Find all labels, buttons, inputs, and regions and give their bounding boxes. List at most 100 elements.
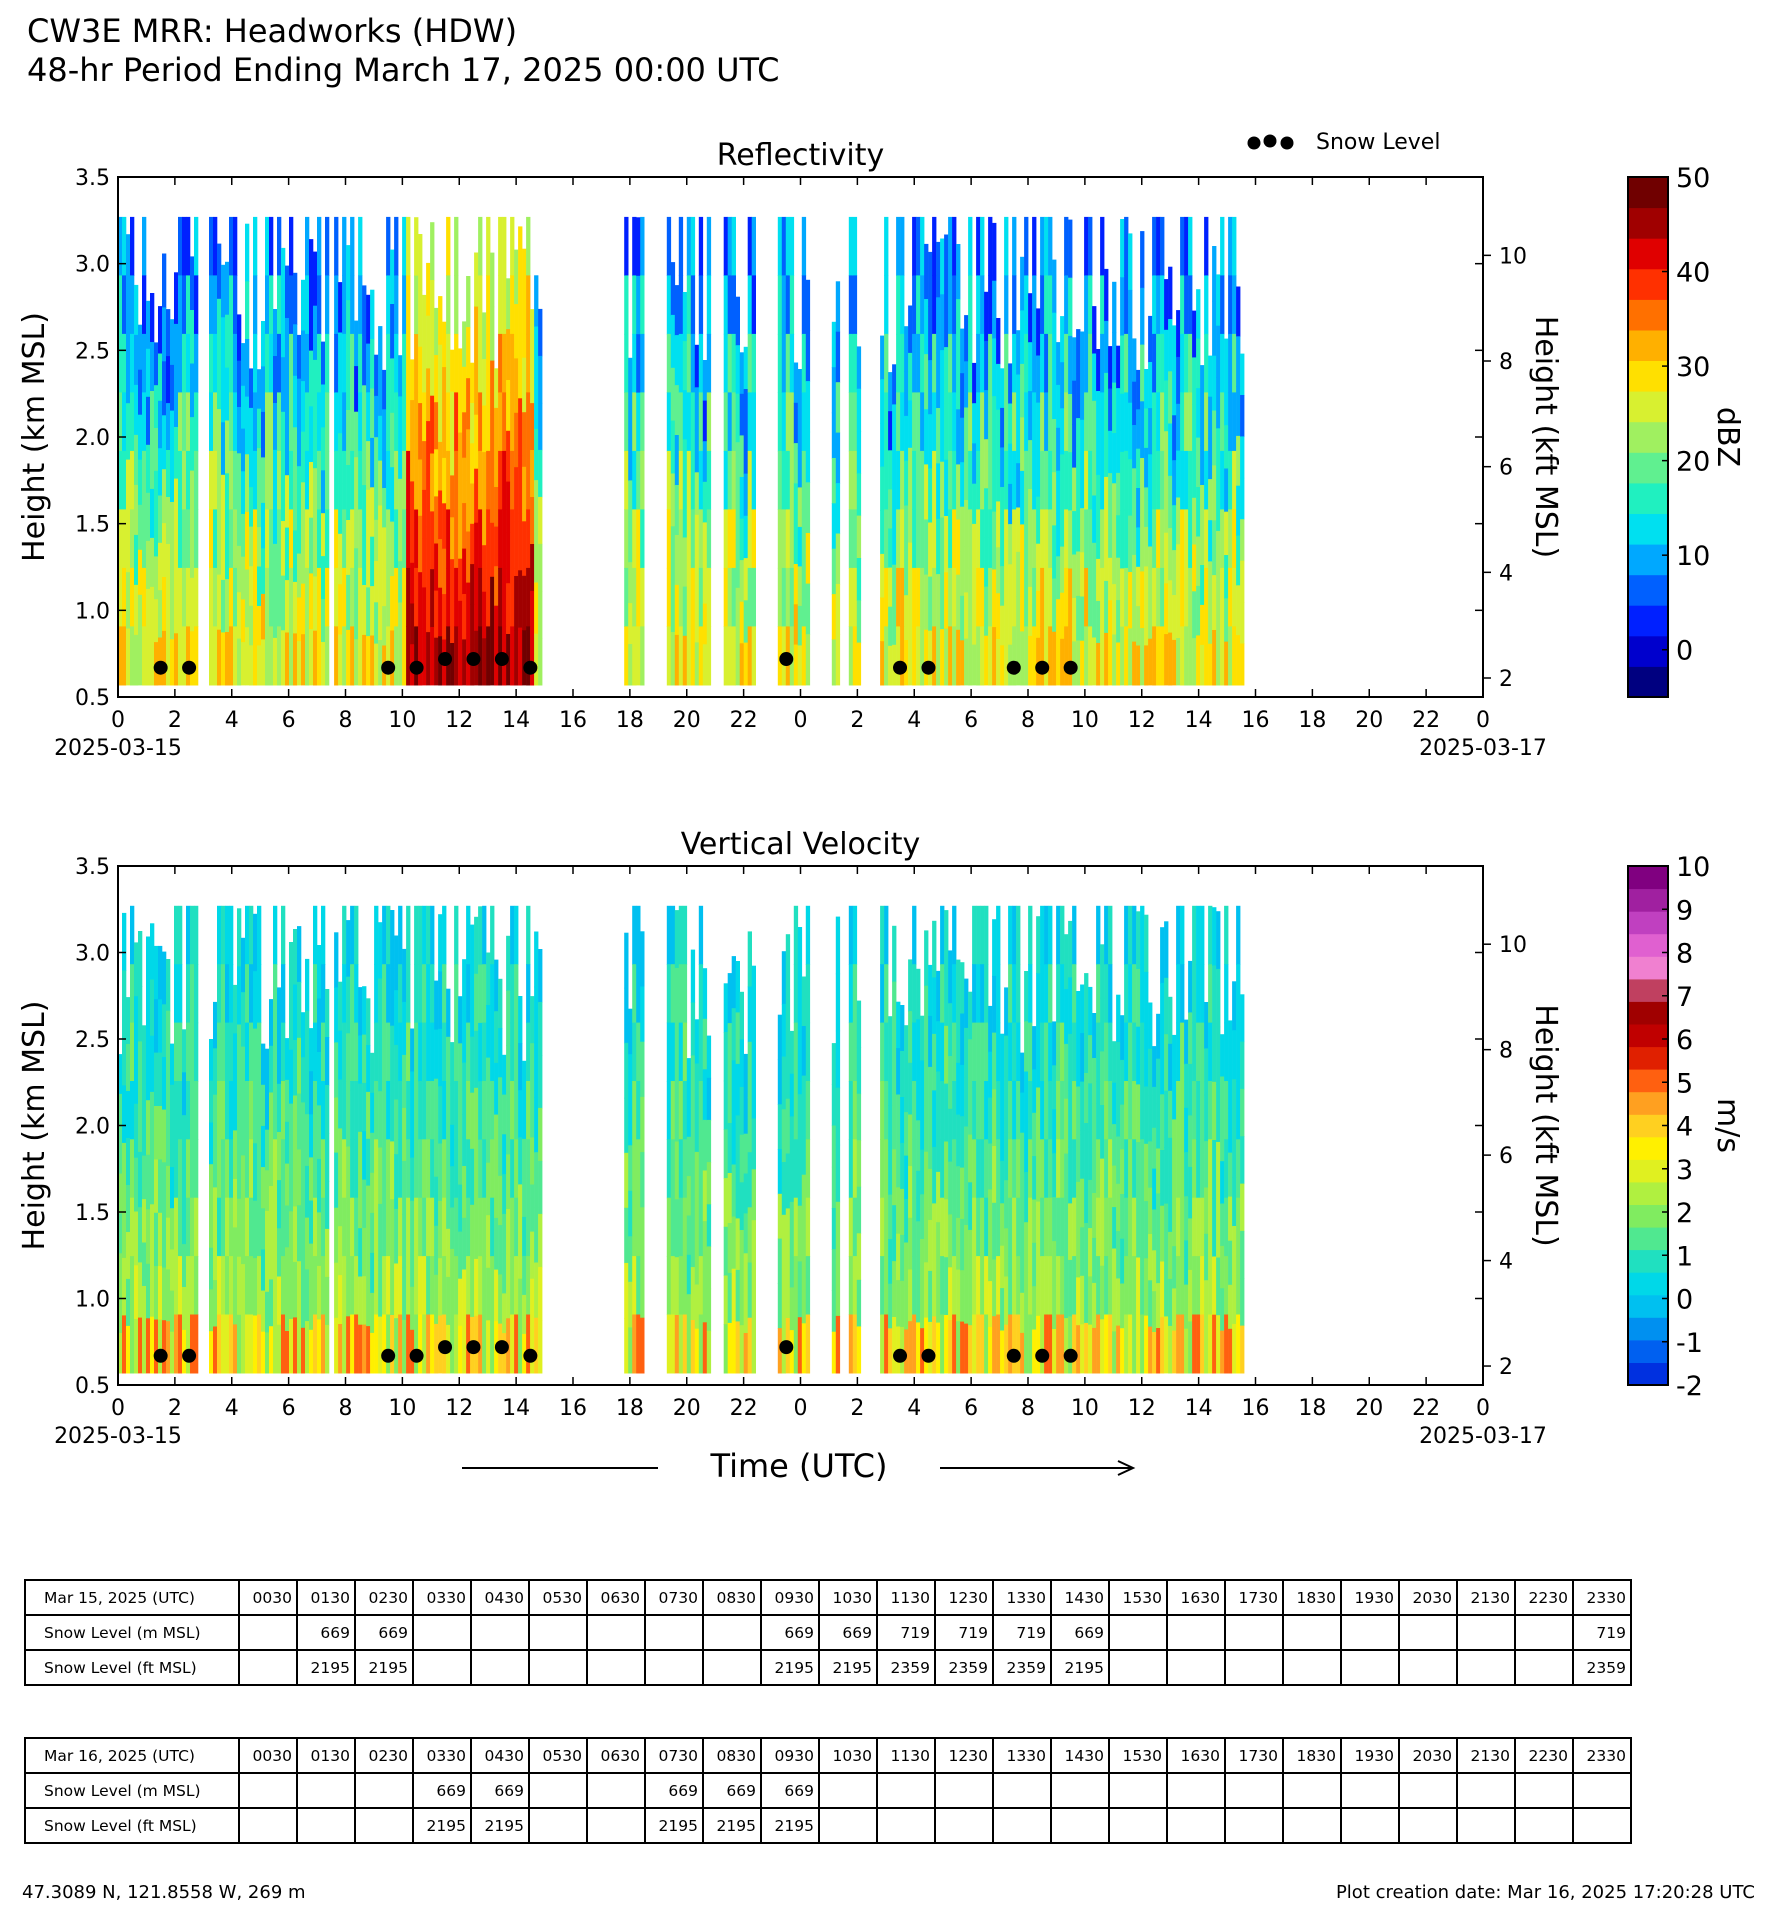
echo-cell — [309, 1114, 314, 1158]
echo-cell — [1204, 275, 1209, 335]
echo-cell — [374, 1314, 379, 1374]
echo-cell — [624, 987, 629, 1044]
colorbar-segment — [1628, 1024, 1668, 1048]
echo-cell — [743, 1253, 748, 1294]
echo-cell — [442, 594, 447, 641]
echo-cell — [777, 392, 783, 452]
echo-cell — [146, 936, 151, 992]
echo-cell — [1084, 1223, 1089, 1274]
echo-cell — [920, 567, 925, 627]
echo-cell — [486, 952, 491, 1006]
echo-cell — [956, 629, 961, 686]
echo-cell — [797, 487, 803, 528]
snow-level-point — [438, 1340, 453, 1355]
echo-cell — [698, 1314, 704, 1374]
echo-cell — [1128, 459, 1133, 517]
echo-cell — [706, 450, 712, 510]
echo-cell — [1004, 1324, 1009, 1374]
echo-cell — [225, 964, 230, 1024]
echo-cell — [154, 1319, 159, 1374]
echo-cell — [309, 1329, 314, 1374]
echo-cell — [964, 1027, 969, 1078]
echo-cell — [1088, 1324, 1093, 1374]
colorbar-segment — [1628, 544, 1668, 576]
echo-cell — [1076, 640, 1081, 686]
echo-cell — [1196, 1022, 1201, 1082]
echo-cell — [1124, 509, 1129, 569]
table-cell: 2359 — [876, 1649, 936, 1686]
echo-cell — [346, 520, 351, 576]
echo-cell — [1084, 333, 1089, 393]
echo-cell — [628, 1099, 633, 1146]
echo-cell — [301, 1237, 306, 1284]
echo-cell — [138, 369, 143, 416]
echo-cell — [1092, 637, 1097, 686]
echo-cell — [781, 450, 787, 510]
echo-cell — [358, 450, 363, 510]
echo-cell — [1172, 460, 1177, 506]
echo-cell — [793, 1256, 799, 1316]
table-cell — [1456, 1614, 1516, 1651]
echo-cell — [1152, 509, 1157, 569]
echo-cell — [249, 1022, 254, 1082]
echo-cell — [1148, 1095, 1153, 1142]
table-row: Snow Level (ft MSL) 2195 2195 2195 2195 2359 2… — [24, 1649, 1632, 1686]
echo-cell — [146, 540, 151, 590]
echo-cell — [1048, 905, 1053, 965]
echo-cell — [418, 403, 423, 461]
echo-cell — [237, 360, 242, 408]
echo-cell — [1212, 410, 1217, 466]
echo-cell — [1188, 1269, 1193, 1322]
echo-cell — [1224, 468, 1229, 513]
echo-cell — [694, 1063, 700, 1109]
echo-cell — [739, 601, 744, 644]
echo-cell — [462, 959, 467, 1012]
echo-cell — [478, 275, 483, 335]
echo-cell — [988, 1189, 993, 1236]
echo-cell — [1096, 516, 1101, 560]
echo-cell — [190, 1197, 195, 1257]
echo-cell — [166, 1269, 171, 1322]
echo-cell — [1088, 1131, 1093, 1181]
echo-cell — [848, 509, 854, 569]
echo-cell — [706, 1119, 712, 1163]
echo-cell — [856, 600, 862, 644]
echo-cell — [1180, 216, 1185, 276]
echo-cell — [1084, 509, 1089, 569]
echo-cell — [1060, 316, 1065, 363]
echo-cell — [474, 1144, 479, 1203]
echo-cell — [848, 1022, 854, 1082]
echo-cell — [932, 1090, 937, 1148]
echo-cell — [518, 512, 523, 571]
echo-cell — [241, 1318, 246, 1374]
echo-cell — [142, 626, 147, 686]
echo-cell — [690, 1161, 696, 1215]
echo-cell — [458, 1184, 463, 1233]
echo-cell — [1116, 472, 1121, 516]
echo-cell — [793, 604, 799, 646]
echo-cell — [338, 1030, 343, 1081]
echo-cell — [793, 443, 799, 484]
echo-cell — [225, 420, 230, 474]
table-cell — [1050, 1807, 1110, 1844]
echo-cell — [1084, 973, 1089, 1024]
echo-cell — [265, 567, 270, 627]
echo-cell — [1056, 556, 1061, 600]
echo-cell — [952, 392, 957, 452]
echo-cell — [1012, 1314, 1017, 1374]
echo-cell — [174, 427, 179, 480]
echo-cell — [727, 450, 732, 510]
echo-cell — [162, 469, 167, 524]
echo-cell — [1172, 1246, 1177, 1289]
echo-cell — [402, 948, 407, 1003]
echo-cell — [249, 526, 254, 567]
echo-cell — [1064, 567, 1069, 627]
echo-cell — [632, 392, 637, 452]
echo-cell — [522, 630, 527, 686]
echo-cell — [458, 432, 463, 476]
echo-cell — [498, 1225, 503, 1275]
legend-marker — [1280, 136, 1294, 150]
echo-cell — [130, 1139, 135, 1199]
echo-cell — [462, 594, 467, 640]
echo-cell — [666, 509, 672, 569]
